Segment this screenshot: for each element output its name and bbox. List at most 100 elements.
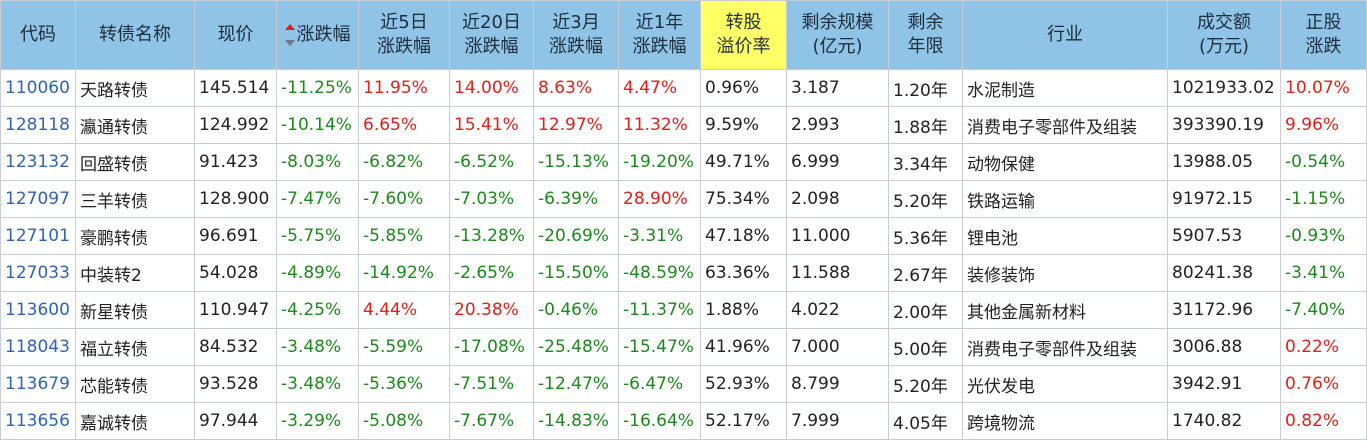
cell-d5: -5.08%	[358, 402, 450, 440]
cell-scale: 3.187	[786, 69, 889, 107]
cell-chg: -3.48%	[276, 365, 359, 403]
cell-chg: -11.25%	[276, 69, 359, 107]
column-header-text: 正股	[1305, 12, 1342, 33]
column-header-text: 成交额	[1197, 12, 1251, 33]
column-header-text: 涨跌幅	[296, 24, 351, 45]
cell-scale: 4.022	[786, 291, 889, 329]
column-header-text: 年限	[907, 36, 944, 57]
table-row[interactable]: 113679 芯能转债 93.528 -3.48% -5.36% -7.51% -12.47…	[0, 365, 1367, 403]
cell-name[interactable]: 中装转2	[75, 254, 195, 292]
column-header-y1[interactable]: 近1年 涨跌幅	[618, 0, 701, 70]
table-row[interactable]: 127101 豪鹏转债 96.691 -5.75% -5.85% -13.28% -20.6…	[0, 217, 1367, 255]
cell-m3: -14.83%	[533, 402, 619, 440]
cell-code[interactable]: 110060	[0, 69, 76, 107]
cell-code[interactable]: 127101	[0, 217, 76, 255]
table-row[interactable]: 127097 三羊转债 128.900 -7.47% -7.60% -7.03% -6.39…	[0, 180, 1367, 218]
column-header-text: 溢价率	[716, 36, 771, 57]
cell-chg: -4.89%	[276, 254, 359, 292]
cell-code[interactable]: 127033	[0, 254, 76, 292]
cell-d5: -6.82%	[358, 143, 450, 181]
cell-name[interactable]: 瀛通转债	[75, 106, 195, 144]
cell-name[interactable]: 豪鹏转债	[75, 217, 195, 255]
cell-premium: 1.88%	[700, 291, 787, 329]
column-header-text: 近5日	[380, 12, 428, 33]
cell-code[interactable]: 118043	[0, 328, 76, 366]
cell-code[interactable]: 113679	[0, 365, 76, 403]
cell-turnover: 13988.05	[1167, 143, 1281, 181]
cell-industry: 跨境物流	[962, 402, 1168, 440]
sort-desc-icon[interactable]	[284, 24, 295, 46]
cell-scale: 11.000	[786, 217, 889, 255]
column-header-text: 现价	[217, 24, 254, 45]
cell-code[interactable]: 113600	[0, 291, 76, 329]
column-header-industry[interactable]: 行业	[962, 0, 1168, 70]
cell-name[interactable]: 福立转债	[75, 328, 195, 366]
cell-d20: -7.67%	[449, 402, 534, 440]
cell-d20: 20.38%	[449, 291, 534, 329]
cell-price: 97.944	[194, 402, 277, 440]
cell-turnover: 1021933.02	[1167, 69, 1281, 107]
cell-name[interactable]: 回盛转债	[75, 143, 195, 181]
column-header-text: 涨跌幅	[377, 36, 431, 57]
table-row[interactable]: 123132 回盛转债 91.423 -8.03% -6.82% -6.52% -15.13…	[0, 143, 1367, 181]
cell-term: 1.20年	[888, 69, 963, 107]
column-header-label: 近5日涨跌幅	[377, 11, 431, 59]
cell-code[interactable]: 123132	[0, 143, 76, 181]
cell-code[interactable]: 113656	[0, 402, 76, 440]
column-header-scale[interactable]: 剩余规模 (亿元)	[786, 0, 889, 70]
cell-chg: -7.47%	[276, 180, 359, 218]
cell-name[interactable]: 三羊转债	[75, 180, 195, 218]
column-header-d20[interactable]: 近20日 涨跌幅	[449, 0, 534, 70]
cell-d5: -5.36%	[358, 365, 450, 403]
table-row[interactable]: 113600 新星转债 110.947 -4.25% 4.44% 20.38% -0.46%…	[0, 291, 1367, 329]
table-row[interactable]: 127033 中装转2 54.028 -4.89% -14.92% -2.65% -15.5…	[0, 254, 1367, 292]
cell-d20: -7.51%	[449, 365, 534, 403]
column-header-d5[interactable]: 近5日涨跌幅	[358, 0, 450, 70]
column-header-name[interactable]: 转债名称	[75, 0, 195, 70]
cell-term: 5.20年	[888, 180, 963, 218]
column-header-stock_chg[interactable]: 正股 涨跌	[1280, 0, 1367, 70]
column-header-chg[interactable]: 涨跌幅	[276, 0, 359, 70]
column-header-turnover[interactable]: 成交额 (万元)	[1167, 0, 1281, 70]
column-header-term[interactable]: 剩余 年限	[888, 0, 963, 70]
column-header-label: 涨跌幅	[297, 23, 351, 47]
table-row[interactable]: 128118 瀛通转债 124.992 -10.14% 6.65% 15.41% 12.97…	[0, 106, 1367, 144]
cell-industry: 水泥制造	[962, 69, 1168, 107]
column-header-text: 转债名称	[99, 24, 171, 45]
cell-m3: -20.69%	[533, 217, 619, 255]
column-header-m3[interactable]: 近3月 涨跌幅	[533, 0, 619, 70]
column-header-text: 涨跌幅	[464, 36, 519, 57]
cell-chg: -5.75%	[276, 217, 359, 255]
cell-name[interactable]: 嘉诚转债	[75, 402, 195, 440]
cell-price: 84.532	[194, 328, 277, 366]
column-header-label: 近20日 涨跌幅	[462, 11, 521, 59]
column-header-label: 近1年 涨跌幅	[633, 11, 687, 59]
cell-price: 96.691	[194, 217, 277, 255]
table-header-row: 代码 转债名称 现价 涨跌幅 近5日 涨跌幅 近20日 涨跌幅 近3月 涨跌幅 近1年 涨跌幅 转股 溢价…	[0, 0, 1367, 70]
cell-code[interactable]: 127097	[0, 180, 76, 218]
cell-code[interactable]: 128118	[0, 106, 76, 144]
cell-chg: -4.25%	[276, 291, 359, 329]
cell-d20: -17.08%	[449, 328, 534, 366]
cell-turnover: 80241.38	[1167, 254, 1281, 292]
cell-industry: 消费电子零部件及组装	[962, 106, 1168, 144]
cell-scale: 2.993	[786, 106, 889, 144]
cell-name[interactable]: 新星转债	[75, 291, 195, 329]
cell-name[interactable]: 天路转债	[75, 69, 195, 107]
cell-d20: 14.00%	[449, 69, 534, 107]
cell-y1: -15.47%	[618, 328, 701, 366]
column-header-price[interactable]: 现价	[194, 0, 277, 70]
column-header-text: 剩余	[907, 12, 944, 33]
column-header-code[interactable]: 代码	[0, 0, 76, 70]
cell-scale: 7.999	[786, 402, 889, 440]
table-row[interactable]: 113656 嘉诚转债 97.944 -3.29% -5.08% -7.67% -14.83…	[0, 402, 1367, 440]
cell-term: 3.34年	[888, 143, 963, 181]
cell-premium: 47.18%	[700, 217, 787, 255]
cell-d5: -7.60%	[358, 180, 450, 218]
table-row[interactable]: 110060 天路转债 145.514 -11.25% 11.95% 14.00% 8.63…	[0, 69, 1367, 107]
column-header-text: 剩余规模	[801, 12, 874, 33]
table-row[interactable]: 118043 福立转债 84.532 -3.48% -5.59% -17.08% -25.4…	[0, 328, 1367, 366]
cell-d5: -5.59%	[358, 328, 450, 366]
column-header-premium[interactable]: 转股 溢价率	[700, 0, 787, 70]
cell-name[interactable]: 芯能转债	[75, 365, 195, 403]
